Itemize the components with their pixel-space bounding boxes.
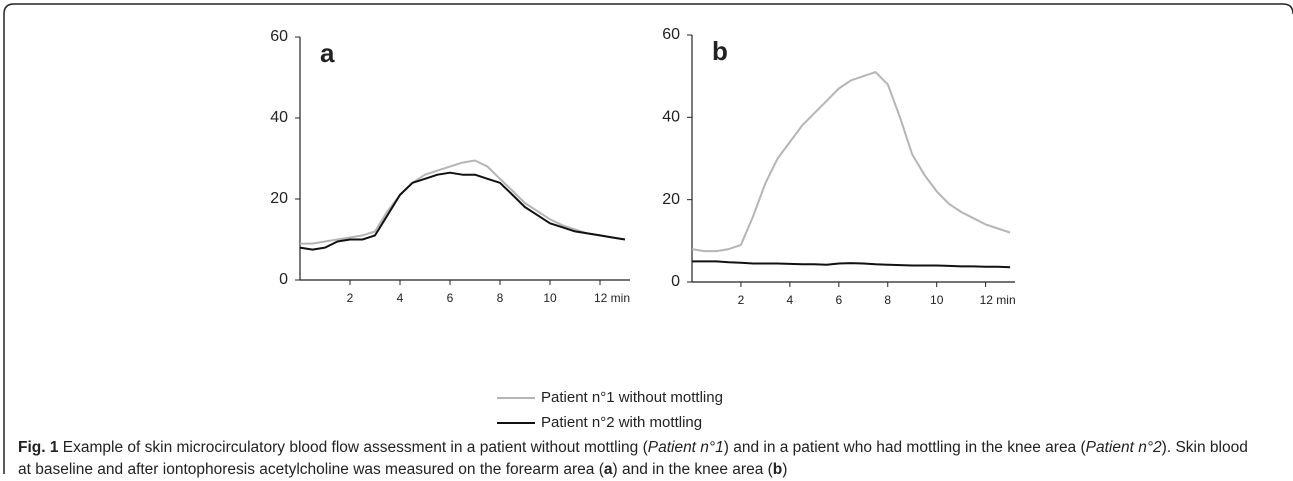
caption-text: ) — [782, 461, 788, 478]
y-tick-label: 20 — [270, 190, 288, 207]
caption-text: Patient n°1 — [647, 439, 724, 456]
x-tick-label: 12 min — [980, 293, 1016, 307]
panel-label: b — [712, 36, 728, 66]
x-tick-label: 6 — [447, 291, 454, 305]
series-line — [300, 159, 626, 245]
caption: Fig. 1 Example of skin microcirculatory … — [18, 437, 1258, 481]
y-tick-label: 40 — [270, 109, 288, 126]
x-tick-label: 4 — [787, 293, 794, 307]
x-tick-label: 8 — [497, 291, 504, 305]
caption-text: ) and in the knee area ( — [612, 461, 773, 478]
x-tick-label: 8 — [884, 293, 891, 307]
caption-text: b — [772, 461, 783, 478]
y-tick-label: 0 — [279, 271, 288, 288]
series-line — [692, 260, 1011, 269]
y-tick-label: 20 — [662, 191, 680, 208]
caption-text: Example of skin microcirculatory blood f… — [58, 439, 648, 456]
caption-text: a — [603, 461, 613, 478]
legend-label: Patient n°2 with mottling — [541, 414, 702, 431]
caption-text: Patient n°2 — [1085, 439, 1162, 456]
frame — [3, 3, 1293, 474]
x-tick-label: 6 — [835, 293, 842, 307]
series-line — [299, 171, 626, 251]
x-tick-label: 2 — [347, 291, 354, 305]
y-tick-label: 0 — [671, 273, 680, 290]
x-tick-label: 12 min — [594, 291, 630, 305]
caption-label: Fig. 1 — [18, 439, 59, 456]
legend-label: Patient n°1 without mottling — [541, 389, 723, 406]
x-tick-label: 2 — [738, 293, 745, 307]
y-tick-label: 60 — [662, 26, 680, 43]
panel-label: a — [320, 38, 335, 68]
y-tick-label: 40 — [662, 109, 680, 126]
y-tick-label: 60 — [270, 28, 288, 45]
x-tick-label: 10 — [930, 293, 944, 307]
series-line — [691, 71, 1011, 253]
x-tick-label: 10 — [543, 291, 557, 305]
caption-text: ) and in a patient who had mottling in t… — [723, 439, 1086, 456]
x-tick-label: 4 — [397, 291, 404, 305]
